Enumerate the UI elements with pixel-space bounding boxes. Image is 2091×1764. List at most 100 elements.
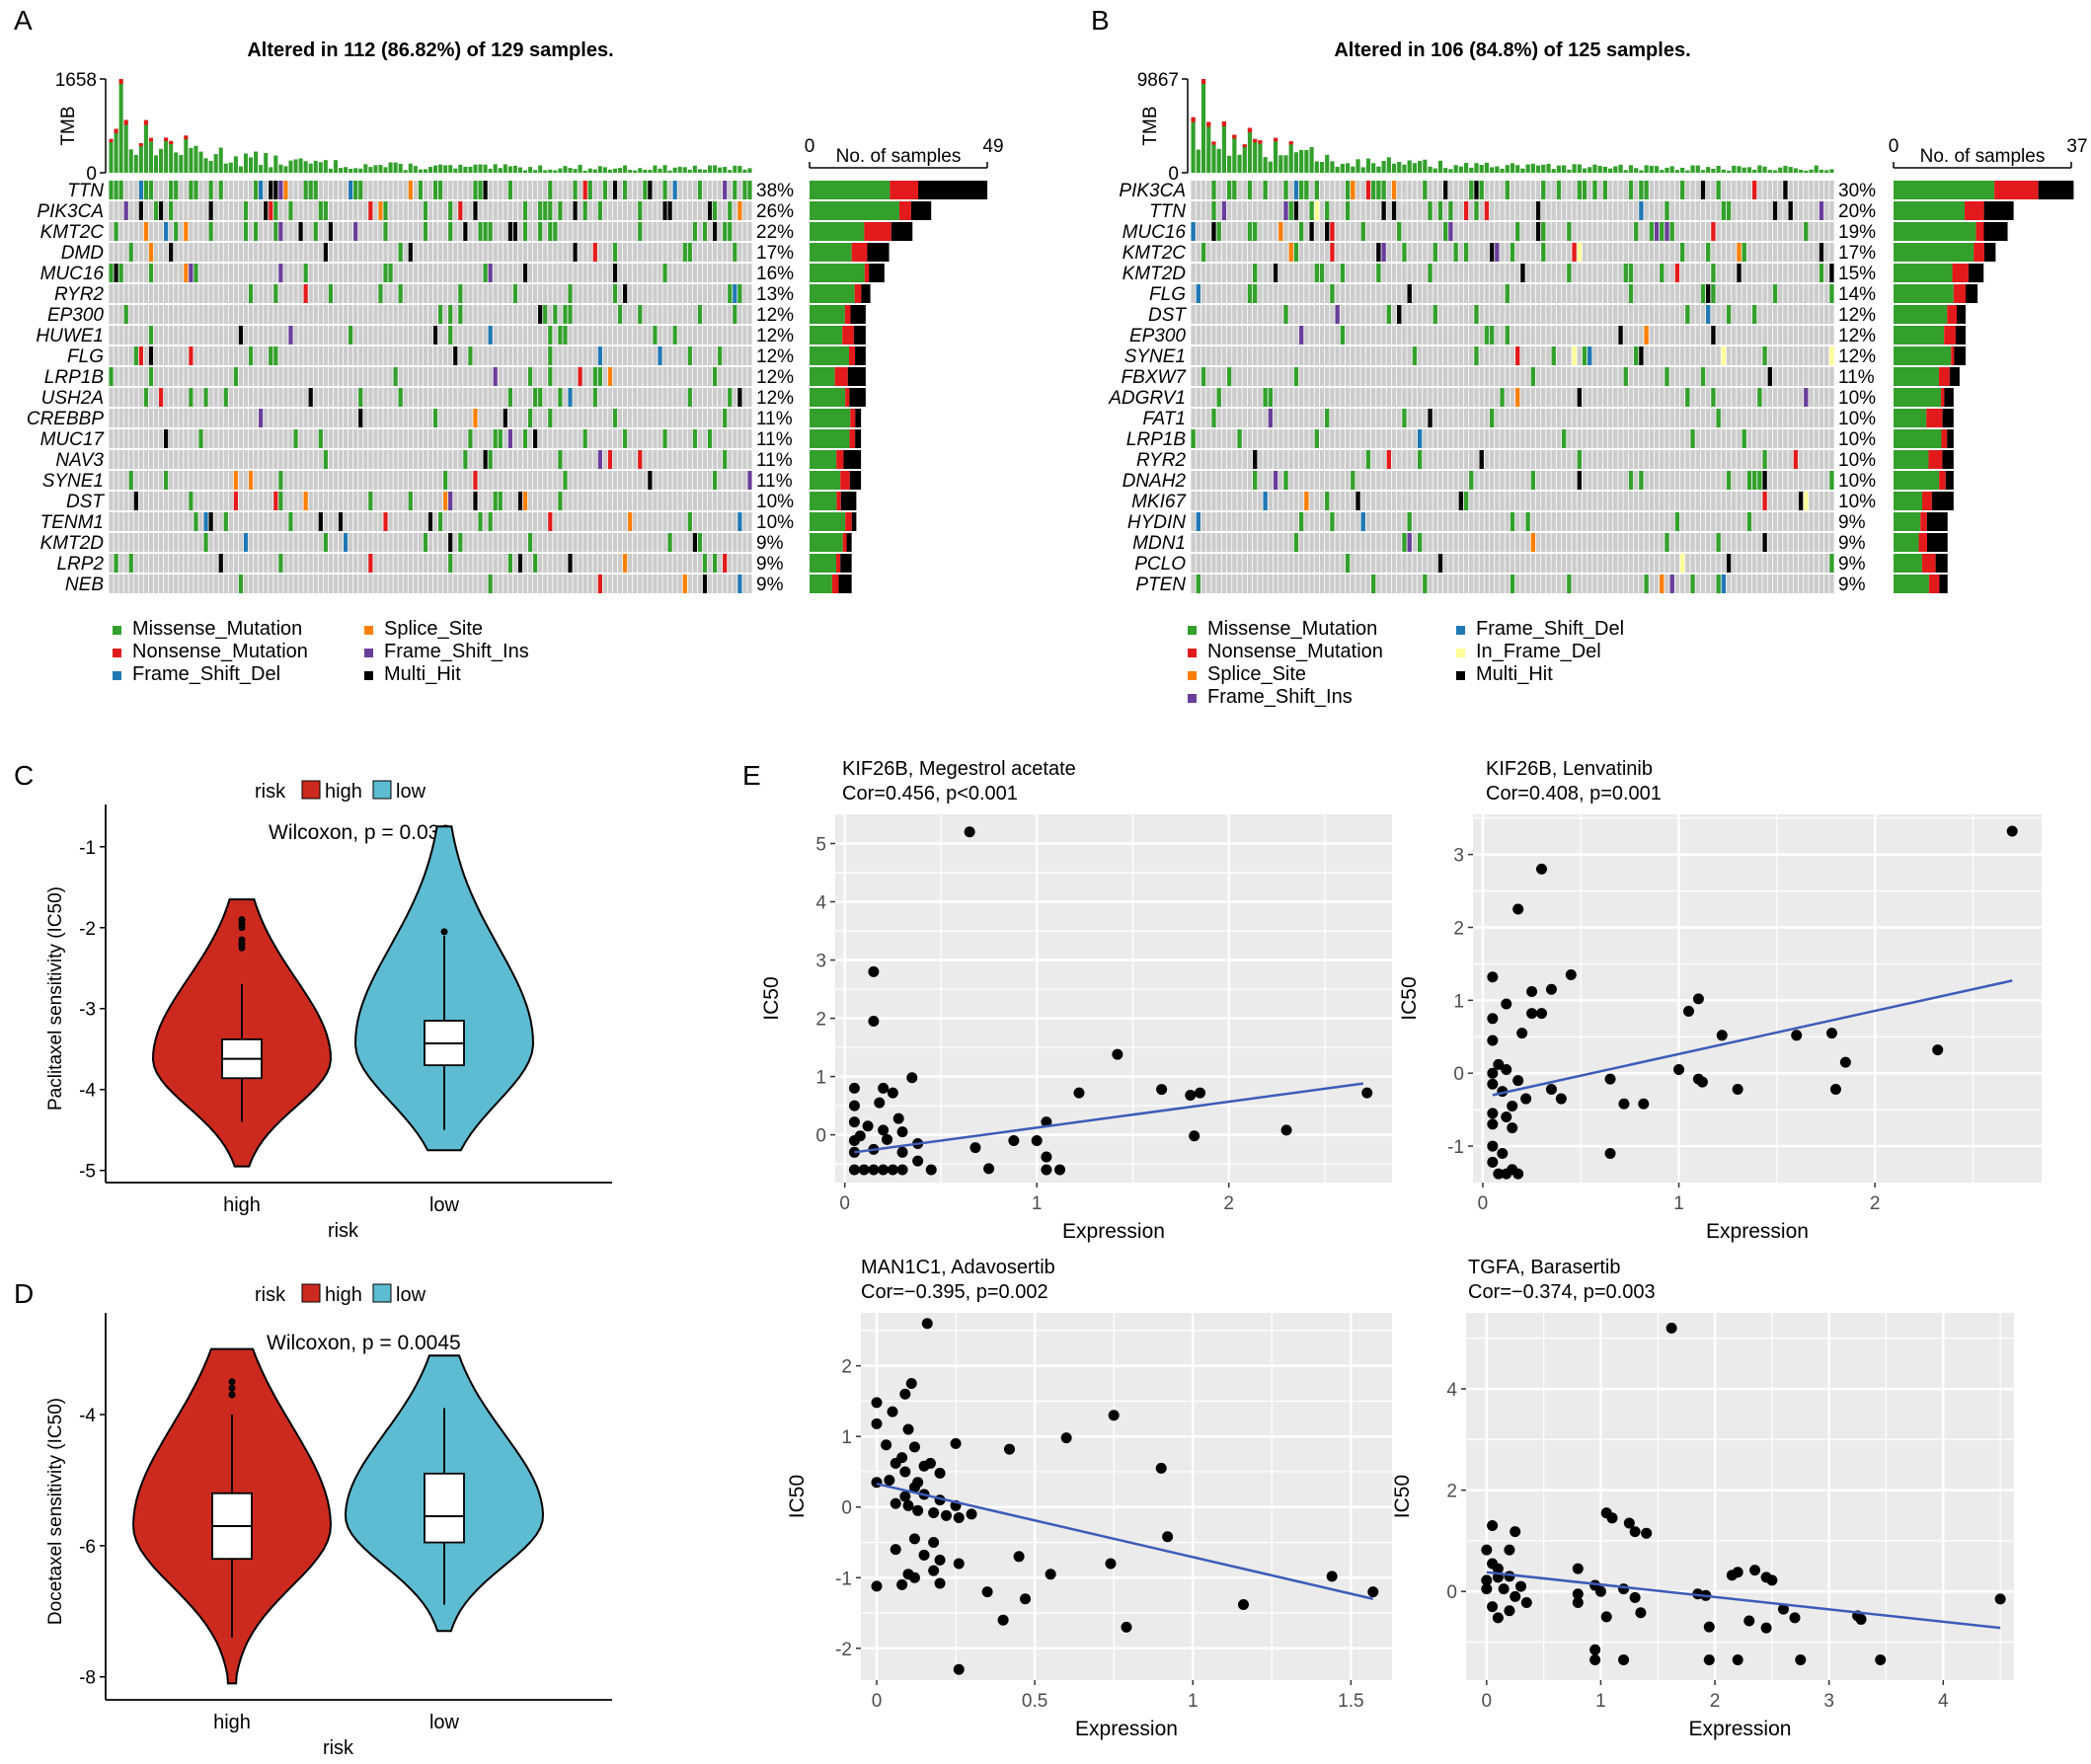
mutation-cell: [1732, 450, 1737, 469]
mutation-cell: [158, 367, 164, 386]
mutation-cell: [1330, 243, 1335, 262]
mutation-cell: [1247, 450, 1253, 469]
mutation-cell: [153, 512, 159, 531]
mutation-cell: [1298, 201, 1304, 220]
mutation-cell: [264, 492, 269, 510]
tmb-bar: [1221, 120, 1227, 173]
mutation-cell: [1567, 284, 1572, 303]
mutation-cell: [1500, 429, 1505, 448]
tmb-bar: [1200, 79, 1206, 173]
mutation-cell: [662, 367, 667, 386]
mutation-cell: [133, 575, 138, 593]
mutation-cell: [413, 575, 418, 593]
mutation-cell: [582, 450, 587, 469]
mutation-cell: [118, 264, 123, 282]
mutation-cell: [1695, 450, 1700, 469]
mutation-cell: [1695, 181, 1700, 199]
mutation-cell: [114, 367, 118, 386]
mutation-cell: [398, 222, 403, 241]
tmb-bar: [1423, 159, 1428, 173]
mutation-cell: [1314, 264, 1319, 282]
sample-bar-missense: [1894, 305, 1948, 324]
mutation-cell: [1660, 346, 1665, 365]
mutation-cell: [662, 326, 667, 345]
mutation-cell: [1597, 450, 1602, 469]
mutation-cell: [498, 409, 503, 427]
mutation-cell: [453, 409, 458, 427]
mutation-cell: [1706, 471, 1711, 490]
mutation-cell: [1742, 284, 1746, 303]
mutation-cell: [153, 554, 159, 573]
mutation-cell: [1381, 471, 1386, 490]
mutation-cell: [1706, 264, 1711, 282]
mutation-cell: [1423, 471, 1428, 490]
mutation-cell: [158, 533, 164, 552]
mutation-cell: [383, 201, 388, 220]
mutation-cell: [283, 409, 288, 427]
mutation-cell: [1695, 305, 1700, 324]
mutation-cell: [1335, 367, 1340, 386]
sample-bar-nonsense: [1944, 326, 1956, 345]
mutation-cell: [568, 346, 573, 365]
mutation-cell: [348, 429, 353, 448]
mutation-cell: [388, 471, 393, 490]
mutation-cell: [622, 326, 628, 345]
mutation-cell: [398, 346, 403, 365]
mutation-cell: [478, 471, 483, 490]
mutation-cell: [1370, 409, 1376, 427]
mutation-cell: [1283, 222, 1288, 241]
mutation-cell: [1783, 409, 1788, 427]
mutation-cell: [643, 450, 648, 469]
mutation-cell: [418, 409, 424, 427]
mutation-cell: [533, 512, 538, 531]
mutation-cell: [658, 492, 662, 510]
mutation-cell: [1726, 388, 1732, 407]
mutation-cell: [628, 429, 633, 448]
mutation-cell: [1778, 305, 1783, 324]
mutation-cell: [1602, 222, 1608, 241]
mutation-cell: [507, 533, 512, 552]
mutation-cell: [553, 512, 558, 531]
mutation-cell: [1588, 409, 1592, 427]
mutation-cell: [194, 450, 198, 469]
mutation-cell: [558, 471, 563, 490]
tmb-bar: [1793, 168, 1798, 173]
mutation-cell: [1660, 222, 1665, 241]
mutation-cell: [1381, 222, 1386, 241]
mutation-cell: [1819, 388, 1824, 407]
mutation-cell: [343, 326, 348, 345]
mutation-cell: [1489, 450, 1495, 469]
mutation-cell: [667, 264, 672, 282]
mutation-cell: [328, 409, 334, 427]
mutation-cell: [273, 284, 278, 303]
mutation-cell: [218, 181, 223, 199]
mutation-cell: [1711, 284, 1716, 303]
mutation-cell: [538, 388, 543, 407]
mutation-cell: [1582, 305, 1588, 324]
mutation-cell: [543, 512, 548, 531]
mutation-cell: [418, 346, 424, 365]
mutation-cell: [1370, 326, 1376, 345]
mutation-cell: [423, 554, 428, 573]
tmb-bar: [184, 135, 189, 173]
mutation-cell: [1216, 450, 1221, 469]
samples-axis-label: No. of samples: [836, 146, 962, 167]
mutation-cell: [1355, 409, 1360, 427]
mutation-cell: [278, 409, 283, 427]
mutation-cell: [1700, 346, 1706, 365]
mutation-cell: [298, 222, 303, 241]
mutation-cell: [123, 409, 128, 427]
mutation-cell: [1567, 367, 1572, 386]
mutation-cell: [1237, 471, 1242, 490]
tmb-bar: [303, 161, 308, 173]
mutation-cell: [1582, 346, 1588, 365]
mutation-cell: [198, 264, 203, 282]
mutation-cell: [184, 533, 189, 552]
mutation-cell: [1530, 305, 1536, 324]
mutation-cell: [1428, 471, 1433, 490]
mutation-cell: [628, 201, 633, 220]
mutation-cell: [733, 284, 737, 303]
mutation-cell: [658, 346, 662, 365]
mutation-cell: [1505, 201, 1510, 220]
mutation-cell: [368, 284, 373, 303]
